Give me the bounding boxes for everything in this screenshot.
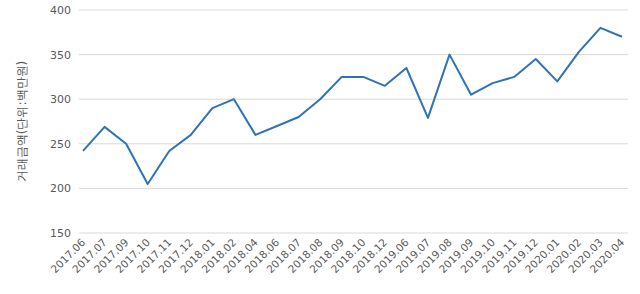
grid-line [79, 233, 628, 234]
y-axis-label: 거래금액(단위:백만원) [15, 61, 29, 182]
grid-line [79, 54, 628, 55]
grid-line [79, 10, 628, 11]
grid-line [79, 143, 628, 144]
data-line [83, 28, 622, 184]
y-tick-label: 300 [50, 93, 71, 106]
x-tick-label: 2020.04 [587, 236, 626, 275]
y-tick-label: 150 [50, 227, 71, 240]
chart-container: 150200250300350400거래금액(단위:백만원)2017.06201… [0, 0, 640, 294]
chart: 150200250300350400거래금액(단위:백만원)2017.06201… [0, 0, 640, 294]
y-tick-label: 350 [50, 49, 71, 62]
grid-line [79, 99, 628, 100]
y-tick-label: 250 [50, 138, 71, 151]
y-tick-label: 200 [50, 182, 71, 195]
y-tick-label: 400 [50, 4, 71, 17]
plot-area [83, 28, 622, 184]
grid-line [79, 188, 628, 189]
